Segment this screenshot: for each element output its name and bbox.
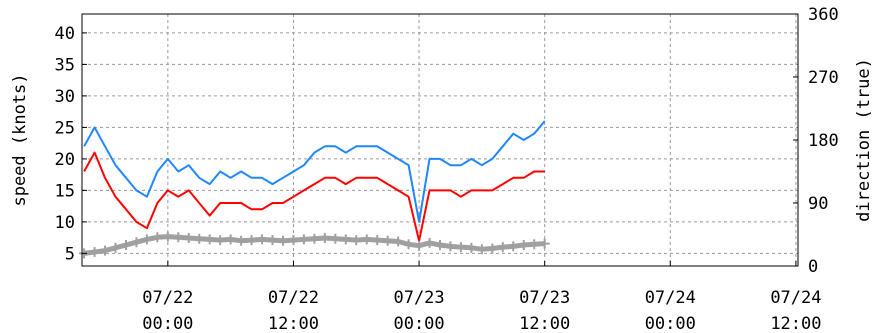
left-tick-label: 20 xyxy=(55,150,75,170)
direction-point xyxy=(539,238,550,249)
left-tick-label: 30 xyxy=(55,87,75,107)
left-tick-label: 25 xyxy=(55,118,75,138)
left-tick-label: 35 xyxy=(55,55,75,75)
left-tick-label: 5 xyxy=(65,244,75,264)
direction-point xyxy=(246,235,257,246)
x-tick-label-time: 00:00 xyxy=(393,314,444,333)
direction-point xyxy=(194,233,205,244)
direction-point xyxy=(89,247,100,257)
gust-series-line xyxy=(83,120,546,223)
direction-point xyxy=(183,233,194,243)
direction-point xyxy=(257,234,268,245)
direction-point xyxy=(340,234,351,245)
direction-point xyxy=(393,236,404,247)
x-tick-label-time: 00:00 xyxy=(142,314,193,333)
x-tick-label-date: 07/22 xyxy=(268,288,319,308)
direction-point xyxy=(351,235,362,246)
direction-point xyxy=(361,234,372,245)
direction-point xyxy=(298,234,309,245)
left-tick-label: 15 xyxy=(55,181,75,201)
left-tick-label: 40 xyxy=(55,24,75,44)
axes: 5 10 15 20 25 30 35 40 07/22 00:00 07/22 12:00 07/23… xyxy=(55,5,839,333)
plot-frame xyxy=(81,13,799,267)
direction-point xyxy=(476,244,487,255)
speed-series-line xyxy=(83,151,545,242)
direction-point xyxy=(288,235,299,246)
direction-point xyxy=(372,235,383,246)
right-tick-label: 360 xyxy=(808,5,839,25)
direction-point xyxy=(162,231,173,242)
right-tick-label: 270 xyxy=(808,68,839,88)
direction-point xyxy=(487,243,498,254)
right-tick-label: 0 xyxy=(808,257,818,277)
direction-point xyxy=(141,234,152,245)
direction-point xyxy=(508,241,519,252)
x-tick-label-date: 07/23 xyxy=(519,288,570,308)
x-tick-label-date: 07/23 xyxy=(393,288,444,308)
direction-point xyxy=(497,242,508,253)
grid-lines xyxy=(82,14,798,266)
direction-point xyxy=(445,241,456,252)
direction-point xyxy=(215,235,226,246)
direction-point xyxy=(173,232,184,243)
left-axis-title: speed (knots) xyxy=(10,73,30,206)
direction-point xyxy=(236,235,247,246)
direction-point xyxy=(424,237,435,248)
direction-point xyxy=(529,239,540,250)
direction-point xyxy=(330,233,341,244)
x-tick-label-date: 07/24 xyxy=(645,288,696,308)
direction-point xyxy=(152,232,163,243)
x-tick-label-time: 00:00 xyxy=(645,314,696,333)
x-tick-label-time: 12:00 xyxy=(770,314,821,333)
direction-point xyxy=(435,240,445,250)
direction-point xyxy=(403,239,414,250)
direction-point xyxy=(319,233,330,243)
direction-point xyxy=(204,234,215,245)
direction-point xyxy=(131,237,142,248)
direction-point xyxy=(100,245,111,256)
direction-point xyxy=(455,242,466,253)
x-tick-label-date: 07/22 xyxy=(142,288,193,308)
series-layer xyxy=(79,120,550,259)
direction-point xyxy=(267,235,278,246)
direction-point xyxy=(309,233,320,244)
direction-point xyxy=(110,242,121,253)
x-tick-label-time: 12:00 xyxy=(519,314,570,333)
right-tick-label: 180 xyxy=(808,131,839,151)
right-axis-title: direction (true) xyxy=(854,58,874,222)
direction-point xyxy=(382,235,393,246)
direction-point xyxy=(225,234,236,245)
left-tick-label: 10 xyxy=(55,213,75,233)
direction-point xyxy=(120,240,131,250)
direction-point xyxy=(414,240,425,251)
right-tick-label: 90 xyxy=(808,194,828,214)
direction-point xyxy=(277,235,288,246)
x-tick-label-time: 12:00 xyxy=(268,314,319,333)
direction-point xyxy=(518,240,529,250)
direction-point xyxy=(466,242,477,253)
x-tick-label-date: 07/24 xyxy=(770,288,821,308)
